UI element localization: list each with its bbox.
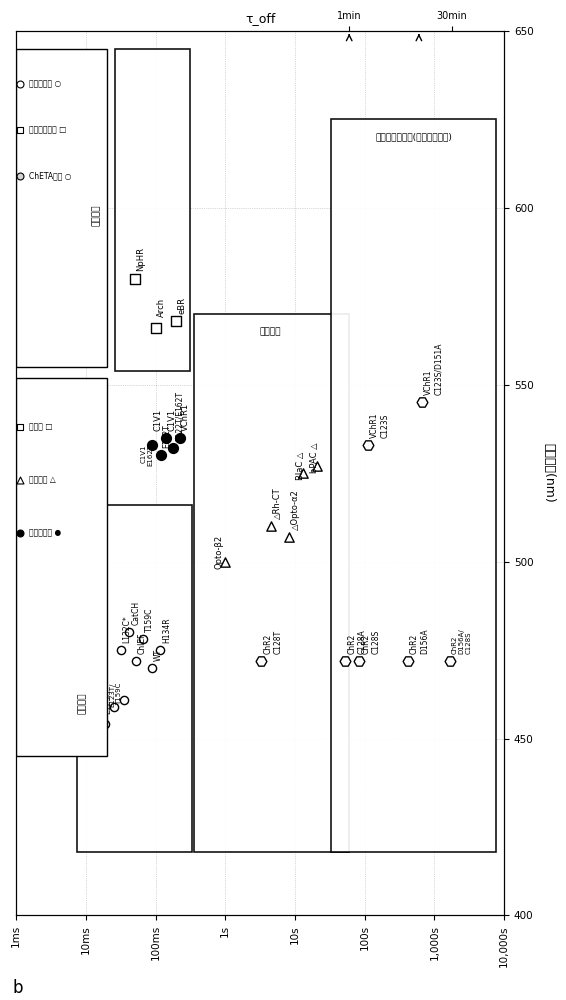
Text: BlaC △: BlaC △ [297, 452, 306, 480]
Text: ChRGR*: ChRGR* [85, 651, 94, 682]
FancyBboxPatch shape [194, 314, 349, 852]
Text: WT: WT [154, 649, 163, 661]
Text: Opto-β2: Opto-β2 [215, 535, 224, 569]
Text: NpHR: NpHR [136, 247, 145, 271]
Text: △Opto-α2: △Opto-α2 [291, 489, 301, 530]
Point [119, 692, 128, 708]
Point [130, 271, 139, 287]
Point [92, 667, 101, 683]
FancyBboxPatch shape [16, 378, 107, 756]
Text: E123T/
T159C: E123T/ T159C [109, 682, 122, 707]
Text: C1V1: C1V1 [168, 409, 177, 431]
Point [354, 653, 363, 669]
Text: CatCH: CatCH [131, 601, 140, 625]
Point [125, 624, 134, 640]
Point [172, 313, 181, 329]
Text: VChR1: VChR1 [181, 403, 190, 431]
Point [15, 76, 24, 92]
Text: H134R: H134R [162, 617, 171, 643]
Text: VChR1
C123S: VChR1 C123S [370, 412, 389, 438]
X-axis label: τ_off: τ_off [245, 12, 275, 25]
Point [445, 653, 454, 669]
Text: E123T: E123T [95, 708, 103, 731]
Text: ChR2
C128S: ChR2 C128S [361, 629, 380, 654]
Text: 生化调节 △: 生化调节 △ [29, 476, 55, 485]
Point [15, 419, 24, 435]
Point [15, 472, 24, 488]
Text: ChR2
D156A/
C128S: ChR2 D156A/ C128S [452, 628, 472, 654]
Point [169, 440, 178, 456]
Text: C1V1: C1V1 [153, 409, 162, 431]
Point [116, 642, 125, 658]
FancyBboxPatch shape [331, 119, 496, 852]
Text: 快速兴奋: 快速兴奋 [78, 692, 87, 714]
Text: 双稳定去极化 □: 双稳定去极化 □ [29, 125, 66, 134]
Text: eBR: eBR [178, 297, 187, 314]
Text: ChETA变体 ○: ChETA变体 ○ [29, 171, 71, 180]
Point [161, 430, 170, 446]
Point [109, 699, 118, 715]
Point [363, 437, 372, 453]
Point [285, 529, 294, 545]
Point [148, 660, 157, 676]
Text: 红移去极化 ●: 红移去极化 ● [29, 529, 61, 538]
Text: ChIEF: ChIEF [138, 632, 147, 654]
FancyBboxPatch shape [115, 49, 190, 371]
Text: ChR2
D156A: ChR2 D156A [410, 628, 430, 654]
Text: 阶跳函数视紫白(双稳定去极化): 阶跳函数视紫白(双稳定去极化) [375, 132, 452, 141]
Y-axis label: 激发波长(nm): 激发波长(nm) [542, 443, 555, 503]
Text: C1V1
E162T: C1V1 E162T [140, 444, 153, 466]
Text: bPAC △: bPAC △ [310, 443, 319, 473]
Point [139, 631, 148, 647]
Text: ChR2
C128T: ChR2 C128T [264, 629, 283, 654]
Point [175, 430, 185, 446]
Point [221, 554, 230, 570]
Text: E162T: E162T [162, 425, 171, 448]
Text: L132C*: L132C* [122, 615, 131, 643]
Text: 蒓光去极化 ○: 蒓光去极化 ○ [29, 79, 61, 88]
Point [151, 320, 160, 336]
Point [15, 168, 24, 184]
Point [131, 653, 140, 669]
Text: VChR1
C123S/D151A: VChR1 C123S/D151A [424, 343, 443, 395]
Text: 快速抑制: 快速抑制 [92, 204, 101, 226]
Point [266, 518, 275, 534]
Text: E122T/E162T: E122T/E162T [174, 391, 183, 441]
FancyBboxPatch shape [16, 49, 107, 367]
Point [101, 716, 110, 732]
Point [15, 525, 24, 541]
Text: 生化调节: 生化调节 [260, 327, 281, 336]
Text: ChR2
C128A: ChR2 C128A [347, 629, 367, 654]
Text: b: b [12, 979, 23, 997]
Text: Arch: Arch [157, 298, 166, 317]
FancyBboxPatch shape [78, 505, 192, 852]
Text: 超极化 □: 超极化 □ [29, 423, 52, 432]
Point [417, 394, 426, 410]
Text: △Rh-CT: △Rh-CT [273, 488, 282, 519]
Point [148, 437, 157, 453]
Point [157, 447, 166, 463]
Point [156, 642, 165, 658]
Point [257, 653, 266, 669]
Text: E123A: E123A [104, 689, 112, 714]
Point [299, 465, 308, 481]
Point [341, 653, 350, 669]
Text: T159C: T159C [145, 608, 154, 632]
Point [404, 653, 413, 669]
Point [15, 122, 24, 138]
Point [313, 458, 322, 474]
